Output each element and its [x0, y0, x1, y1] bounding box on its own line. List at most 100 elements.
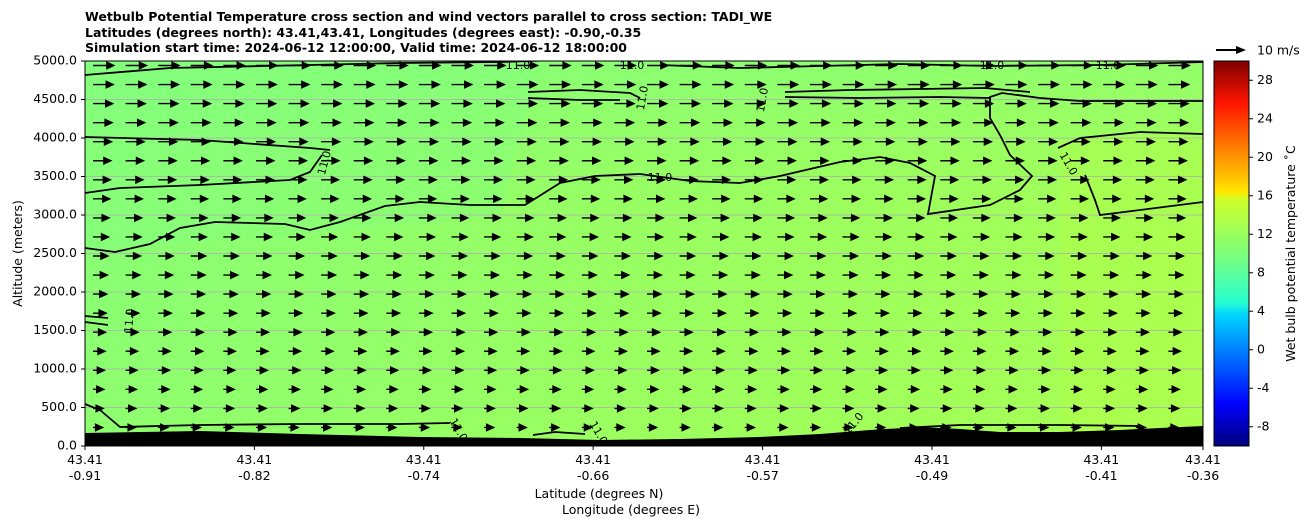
wind-arrow — [940, 366, 954, 375]
wind-arrow — [972, 175, 992, 185]
wind-arrow — [255, 308, 271, 318]
wind-arrow — [875, 118, 896, 127]
wind-arrow — [907, 289, 924, 299]
wind-arrow — [875, 80, 898, 89]
wind-arrow — [940, 118, 962, 127]
wind-arrow — [809, 118, 831, 127]
wind-arrow — [158, 270, 175, 280]
contour-line-15 — [899, 424, 1143, 429]
wind-arrow — [223, 327, 238, 337]
wind-arrow — [93, 327, 108, 337]
wind-arrow — [190, 270, 207, 280]
wind-arrow — [288, 327, 303, 337]
wind-arrow — [1070, 118, 1092, 127]
wind-arrow — [158, 404, 171, 413]
wind-arrow — [679, 404, 692, 413]
wind-arrow — [875, 385, 888, 394]
wind-arrow — [679, 289, 696, 299]
wind-arrow — [744, 213, 763, 223]
wind-arrow — [451, 346, 466, 356]
wind-arrow — [907, 194, 927, 204]
x-tick-lat-label: 43.41 — [1083, 452, 1119, 467]
wind-arrow — [451, 404, 464, 413]
wind-arrow — [1070, 156, 1091, 166]
wind-arrow — [1005, 213, 1024, 223]
wind-arrow — [679, 346, 694, 356]
wind-arrow — [1070, 346, 1085, 356]
wind-arrow — [1038, 327, 1053, 337]
wind-arrow — [223, 308, 239, 318]
wind-arrow — [875, 366, 889, 375]
wind-arrow — [972, 194, 992, 204]
wind-arrow — [614, 80, 637, 89]
wind-arrow — [549, 289, 565, 299]
wind-arrow — [484, 213, 502, 223]
wind-arrow — [223, 251, 240, 261]
wind-arrow — [353, 80, 376, 89]
wind-arrow — [842, 404, 855, 413]
wind-arrow — [1005, 270, 1022, 280]
wind-arrow — [1103, 327, 1118, 337]
wind-arrow — [288, 346, 303, 356]
wind-arrow — [809, 423, 822, 432]
wind-arrow — [1135, 289, 1152, 299]
wind-arrow — [321, 404, 333, 413]
wind-arrow — [93, 175, 112, 185]
wind-arrow — [1135, 327, 1151, 337]
wind-arrow — [353, 327, 368, 337]
wind-arrow — [744, 99, 767, 108]
wind-arrow — [418, 346, 433, 356]
wind-arrow — [1005, 346, 1020, 356]
wind-arrow — [875, 270, 892, 280]
wind-arrow — [288, 251, 306, 261]
wind-arrow — [255, 270, 272, 280]
wind-arrow — [1168, 366, 1182, 375]
colorbar-tick-label: 8 — [1257, 264, 1265, 279]
y-tick-label: 3500.0 — [33, 168, 77, 183]
wind-arrow — [549, 99, 571, 108]
wind-arrow — [679, 232, 697, 242]
wind-arrow — [777, 270, 794, 280]
wind-arrow — [516, 61, 540, 70]
wind-arrow — [581, 308, 597, 318]
wind-arrow — [842, 346, 857, 356]
wind-arrow — [777, 213, 796, 223]
wind-arrow — [809, 366, 823, 375]
wind-arrow — [93, 194, 112, 204]
wind-arrow — [158, 327, 173, 337]
wind-arrow — [484, 175, 504, 185]
wind-arrow — [809, 213, 828, 223]
wind-arrow — [386, 404, 399, 413]
wind-arrow — [484, 270, 501, 280]
wind-arrow — [1103, 175, 1123, 185]
wind-arrow — [158, 175, 178, 185]
x-tick-lon-label: -0.36 — [1187, 468, 1219, 483]
wind-arrow — [418, 213, 437, 223]
wind-arrow — [1168, 327, 1183, 337]
y-axis-label: Altitude (meters) — [10, 200, 25, 307]
wind-arrow — [255, 118, 277, 127]
wind-arrow — [516, 251, 534, 261]
wind-arrow — [386, 346, 400, 356]
contour-line-4 — [659, 61, 1203, 69]
wind-arrow — [1005, 327, 1020, 337]
colorbar-tick-label: -8 — [1257, 418, 1270, 433]
wind-arrow — [581, 289, 598, 299]
wind-arrow — [353, 175, 373, 185]
wind-arrow — [1168, 251, 1186, 261]
wind-arrow — [744, 232, 762, 242]
wind-arrow — [809, 175, 829, 185]
wind-arrow — [581, 366, 595, 375]
wind-arrow — [255, 232, 274, 242]
contour-label: 11.0 — [122, 308, 137, 334]
wind-arrow — [1168, 118, 1190, 127]
wind-arrow — [255, 289, 272, 299]
contour-line-12 — [85, 321, 109, 326]
wind-arrow — [679, 270, 696, 280]
wind-arrow — [93, 99, 115, 108]
wind-arrow — [777, 80, 800, 89]
wind-arrow — [647, 137, 668, 146]
quiver-key-arrowhead — [1236, 46, 1246, 54]
wind-arrow — [1038, 232, 1056, 242]
wind-arrow — [288, 156, 309, 166]
